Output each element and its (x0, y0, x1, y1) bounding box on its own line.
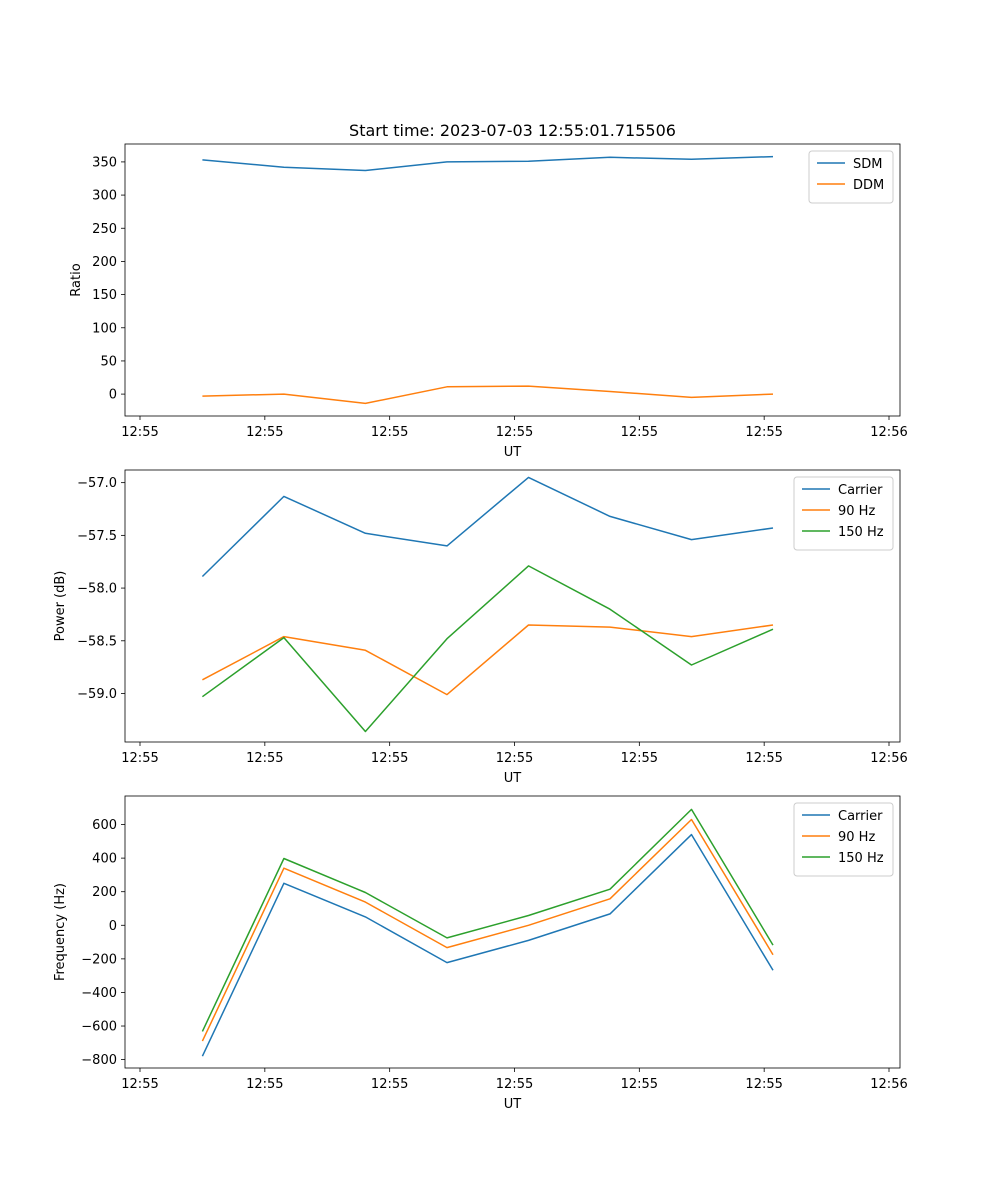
y-tick-label: −58.0 (77, 582, 117, 597)
x-tick-label: 12:55 (621, 425, 658, 440)
y-tick-label: 200 (92, 255, 117, 270)
x-tick-label: 12:55 (496, 751, 533, 766)
legend-label: DDM (853, 178, 884, 193)
legend-label: 90 Hz (838, 504, 875, 519)
x-tick-label: 12:55 (745, 751, 782, 766)
y-axis-label: Power (dB) (53, 571, 68, 642)
y-tick-label: −600 (81, 1020, 117, 1035)
series-line-90-hz (202, 624, 774, 696)
x-tick-label: 12:55 (246, 425, 283, 440)
y-tick-label: −400 (81, 986, 117, 1001)
legend-label: Carrier (838, 809, 883, 824)
y-tick-label: −58.5 (77, 634, 117, 649)
panel-frequency: 12:55 12:55 12:55 12:55 12:55 12:55 12:56 UT −80… (53, 795, 908, 1112)
x-tick-label: 12:55 (121, 1077, 158, 1092)
x-tick-label: 12:56 (870, 1077, 907, 1092)
x-tick-label: 12:55 (371, 1077, 408, 1092)
y-tick-label: 300 (92, 189, 117, 204)
y-tick-label: 0 (109, 388, 117, 403)
x-tick-label: 12:55 (496, 425, 533, 440)
y-tick-label: 600 (92, 818, 117, 833)
y-tick-label: 250 (92, 222, 117, 237)
series-line-90-hz (201, 818, 774, 1042)
y-axis-label: Ratio (69, 263, 84, 296)
x-tick-label: 12:55 (121, 425, 158, 440)
x-tick-label: 12:55 (371, 751, 408, 766)
x-tick-label: 12:55 (246, 1077, 283, 1092)
series-line-150-hz (201, 808, 774, 1032)
x-axis-label: UT (504, 445, 522, 460)
legend-label: Carrier (838, 483, 883, 498)
panel-ratio: 12:55 12:55 12:55 12:55 12:55 12:55 12:56 UT 0 50… (69, 143, 908, 460)
y-axis-label: Frequency (Hz) (53, 883, 68, 981)
y-tick-label: 400 (92, 852, 117, 867)
axes-frame (124, 469, 901, 743)
y-tick-label: 200 (92, 885, 117, 900)
legend-label: 90 Hz (838, 830, 875, 845)
x-tick-label: 12:55 (121, 751, 158, 766)
x-tick-label: 12:55 (745, 1077, 782, 1092)
x-tick-label: 12:55 (496, 1077, 533, 1092)
legend-label: SDM (853, 157, 882, 172)
panel-power: 12:55 12:55 12:55 12:55 12:55 12:55 12:56 UT −59… (53, 469, 908, 786)
x-tick-label: 12:55 (621, 751, 658, 766)
axes-frame (124, 143, 901, 417)
legend-box (808, 150, 894, 204)
y-tick-label: −57.5 (77, 529, 117, 544)
y-tick-label: 150 (92, 288, 117, 303)
y-tick-label: 350 (92, 155, 117, 170)
y-tick-label: −59.0 (77, 687, 117, 702)
y-tick-label: 100 (92, 321, 117, 336)
series-line-150-hz (201, 565, 774, 733)
axes-frame (124, 795, 901, 1069)
x-axis-label: UT (504, 771, 522, 786)
series-line-carrier (201, 476, 774, 578)
x-tick-label: 12:55 (745, 425, 782, 440)
y-tick-label: −57.0 (77, 476, 117, 491)
x-tick-label: 12:55 (246, 751, 283, 766)
y-tick-label: −800 (81, 1053, 117, 1068)
figure-title: Start time: 2023-07-03 12:55:01.715506 (349, 121, 676, 140)
series-line-sdm (202, 155, 774, 172)
y-tick-label: 50 (100, 354, 117, 369)
legend-label: 150 Hz (838, 525, 884, 540)
x-axis-label: UT (504, 1097, 522, 1112)
x-tick-label: 12:56 (870, 751, 907, 766)
x-tick-label: 12:55 (371, 425, 408, 440)
series-line-ddm (202, 385, 774, 405)
x-tick-label: 12:56 (870, 425, 907, 440)
x-tick-label: 12:55 (621, 1077, 658, 1092)
legend-label: 150 Hz (838, 851, 884, 866)
y-tick-label: −200 (81, 952, 117, 967)
series-line-carrier (201, 833, 774, 1057)
y-tick-label: 0 (109, 919, 117, 934)
